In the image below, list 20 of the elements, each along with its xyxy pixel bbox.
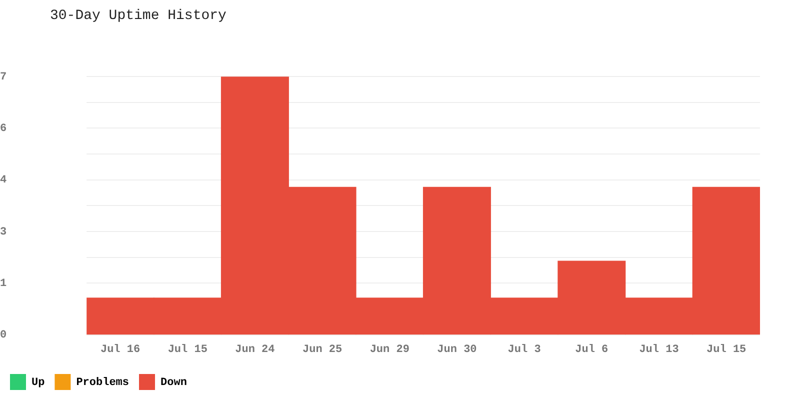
x-tick-label: Jul 13 (639, 344, 680, 356)
x-tick-label: Jun 24 (235, 344, 276, 356)
x-tick-label: Jul 15 (706, 344, 747, 356)
x-tick-label: Jul 16 (100, 344, 140, 356)
chart-title: 30-Day Uptime History (50, 8, 226, 24)
x-tick-label: Jun 25 (302, 344, 342, 356)
x-tick-label: Jun 29 (370, 344, 410, 356)
y-tick-label: 3 (0, 226, 7, 238)
legend-label: Problems (76, 376, 130, 389)
x-tick-label: Jun 30 (437, 344, 477, 356)
y-tick-label: 7 (0, 71, 7, 84)
x-tick-label: Jul 15 (168, 344, 208, 356)
y-tick-label: 4 (0, 174, 7, 187)
y-tick-label: 6 (0, 123, 7, 136)
x-tick-label: Jul 6 (575, 344, 608, 356)
y-tick-label: 1 (0, 278, 7, 290)
x-tick-label: Jul 3 (508, 344, 542, 356)
legend-label: Down (160, 376, 187, 389)
legend-label: Up (32, 376, 46, 389)
y-tick-label: 0 (0, 330, 7, 342)
